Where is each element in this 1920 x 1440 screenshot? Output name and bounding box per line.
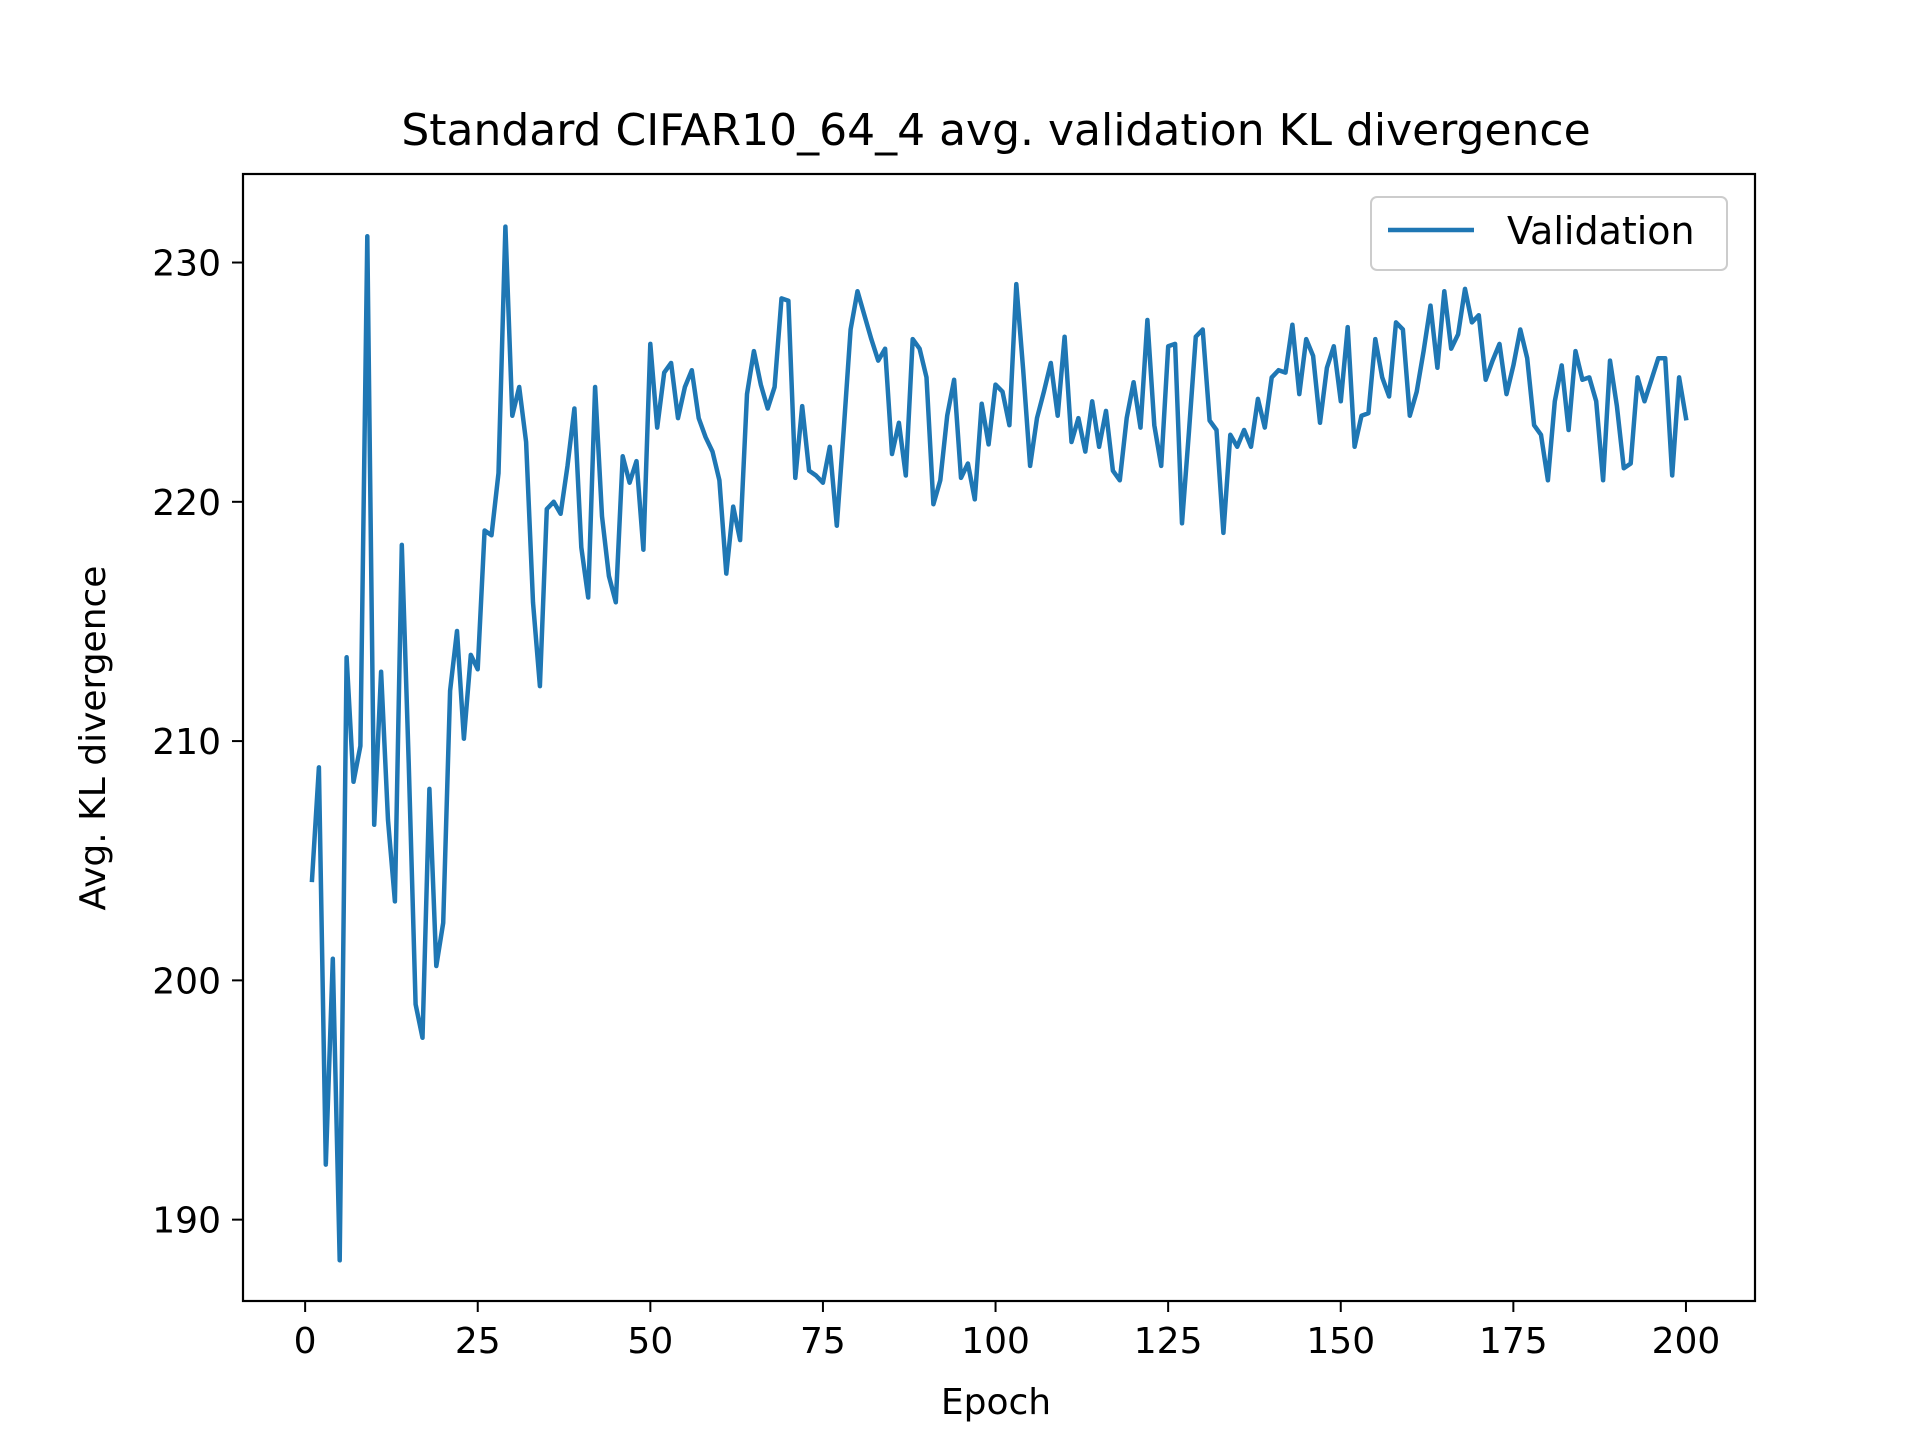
y-tick-label: 220 (152, 483, 221, 524)
y-tick-label: 210 (152, 722, 221, 763)
legend: Validation (1370, 196, 1728, 271)
x-tick-label: 100 (961, 1321, 1030, 1362)
legend-entry-validation: Validation (1507, 209, 1695, 253)
axes-frame (241, 172, 1757, 1303)
series-line-validation (309, 224, 1689, 1263)
x-tick-label: 150 (1306, 1321, 1375, 1362)
x-axis: 0 25 50 75 100 125 150 175 200 (294, 1301, 1721, 1362)
x-tick-label: 125 (1134, 1321, 1203, 1362)
x-tick-label: 25 (455, 1321, 501, 1362)
x-tick-label: 0 (294, 1321, 317, 1362)
chart-title: Standard CIFAR10_64_4 avg. validation KL… (401, 105, 1590, 156)
y-tick-label: 190 (152, 1201, 221, 1242)
y-axis-label: Avg. KL divergence (73, 566, 114, 911)
x-tick-label: 50 (627, 1321, 673, 1362)
legend-box (1370, 196, 1728, 271)
y-tick-label: 230 (152, 244, 221, 285)
plot-area (241, 172, 1757, 1303)
x-tick-label: 175 (1479, 1321, 1548, 1362)
y-axis: 190 200 210 220 230 (152, 244, 243, 1242)
x-axis-label: Epoch (941, 1382, 1051, 1423)
y-tick-label: 200 (152, 961, 221, 1002)
x-tick-label: 200 (1652, 1321, 1721, 1362)
x-tick-label: 75 (800, 1321, 846, 1362)
